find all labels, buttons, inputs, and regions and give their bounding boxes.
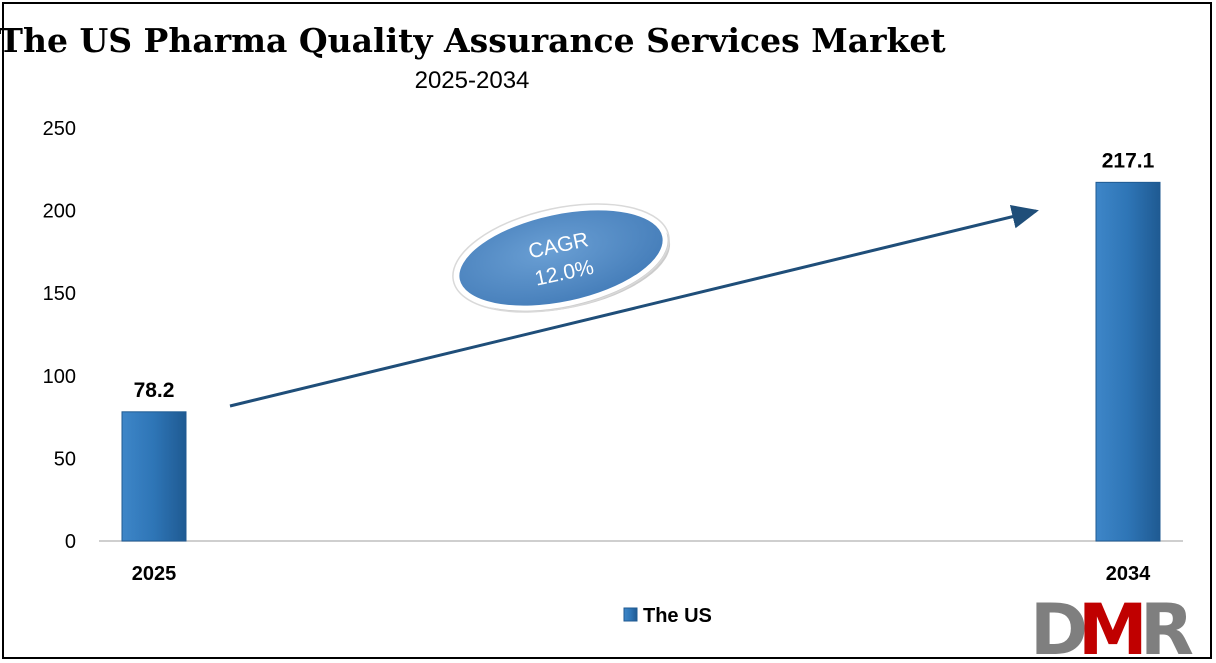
- bars: [121, 181, 1161, 542]
- legend-swatch: [623, 607, 638, 622]
- data-labels: 78.2 217.1: [134, 149, 1155, 401]
- bar-2025: [121, 411, 187, 542]
- y-axis-ticks: 0 50 100 150 200 250: [43, 118, 76, 553]
- y-tick-label: 100: [43, 366, 76, 388]
- y-tick-label: 50: [54, 448, 76, 470]
- logo-letter-m: M: [1078, 589, 1148, 663]
- x-axis-categories: 2025 2034: [132, 563, 1151, 585]
- dmr-logo: D M R: [1030, 589, 1194, 663]
- logo-letter-d: D: [1030, 589, 1088, 663]
- y-tick-label: 200: [43, 201, 76, 223]
- cagr-bubble: CAGR 12.0%: [452, 203, 671, 313]
- chart-subtitle: 2025-2034: [415, 67, 530, 94]
- x-category-2034: 2034: [1106, 563, 1151, 585]
- logo-letter-r: R: [1140, 589, 1194, 663]
- chart-title: The US Pharma Quality Assurance Services…: [0, 21, 946, 60]
- bar-2034: [1095, 181, 1161, 542]
- cagr-arrow: [229, 204, 1039, 408]
- legend-label: The US: [643, 605, 712, 627]
- x-category-2025: 2025: [132, 563, 177, 585]
- y-tick-label: 150: [43, 283, 76, 305]
- legend: The US: [623, 605, 712, 627]
- y-tick-label: 250: [43, 118, 76, 140]
- data-label-2025: 78.2: [134, 379, 175, 402]
- y-tick-label: 0: [65, 531, 76, 553]
- data-label-2034: 217.1: [1102, 149, 1155, 172]
